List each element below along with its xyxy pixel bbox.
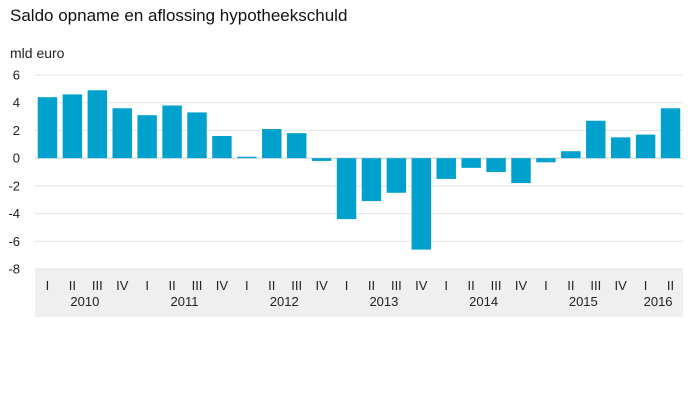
x-tick-label-quarter: I: [544, 278, 548, 293]
bar: [610, 137, 631, 159]
x-tick-label-quarter: IV: [315, 278, 328, 293]
x-tick-label-year: 2013: [369, 294, 398, 309]
bar: [112, 108, 132, 159]
x-axis-band: [35, 269, 683, 317]
x-tick-label-quarter: I: [345, 278, 349, 293]
x-tick-label-year: 2016: [644, 294, 673, 309]
x-tick-label-quarter: IV: [615, 278, 628, 293]
x-tick-label-year: 2015: [569, 294, 598, 309]
x-tick-label-quarter: IV: [116, 278, 129, 293]
bar: [187, 112, 207, 159]
x-tick-label-quarter: I: [245, 278, 249, 293]
x-tick-label-year: 2012: [270, 294, 299, 309]
x-tick-label-quarter: III: [92, 278, 103, 293]
y-tick-label: -8: [8, 262, 20, 277]
bar: [37, 97, 58, 159]
bar: [212, 135, 232, 159]
bar: [87, 90, 108, 159]
bar: [386, 158, 407, 193]
y-tick-label: -6: [8, 234, 20, 249]
y-tick-label: 4: [13, 95, 20, 110]
bar: [436, 158, 456, 179]
x-tick-label-quarter: II: [567, 278, 574, 293]
bar: [561, 151, 581, 159]
bar: [361, 158, 382, 202]
bar: [137, 115, 157, 159]
y-tick-label: 6: [13, 68, 20, 83]
bar: [62, 94, 83, 159]
bar: [660, 108, 681, 159]
bar: [262, 129, 282, 159]
bar: [237, 156, 257, 159]
x-tick-label-quarter: IV: [415, 278, 428, 293]
y-tick-label: 2: [13, 123, 20, 138]
bar: [311, 158, 332, 161]
x-tick-label-quarter: III: [291, 278, 302, 293]
chart-title: Saldo opname en aflossing hypotheekschul…: [10, 6, 348, 25]
bar: [511, 158, 531, 184]
bar: [286, 133, 307, 159]
x-tick-label-quarter: II: [368, 278, 375, 293]
x-tick-label-quarter: IV: [515, 278, 528, 293]
bar: [411, 158, 432, 250]
x-tick-label-quarter: II: [69, 278, 76, 293]
x-tick-label-quarter: III: [192, 278, 203, 293]
bar: [162, 105, 182, 159]
bar: [461, 158, 481, 168]
y-axis-unit-label: mld euro: [10, 45, 65, 61]
x-tick-label-quarter: II: [168, 278, 175, 293]
x-tick-label-quarter: III: [391, 278, 402, 293]
bar: [336, 158, 357, 220]
x-tick-label-quarter: II: [268, 278, 275, 293]
x-tick-label-quarter: I: [145, 278, 149, 293]
bar: [536, 158, 556, 163]
y-tick-label: -4: [8, 206, 20, 221]
x-tick-label-quarter: II: [468, 278, 475, 293]
x-tick-label-quarter: I: [644, 278, 648, 293]
bar: [635, 134, 656, 159]
x-tick-label-year: 2014: [469, 294, 498, 309]
x-tick-label-quarter: IV: [216, 278, 229, 293]
bar: [486, 158, 506, 172]
bar: [586, 120, 606, 159]
y-tick-label: 0: [13, 151, 20, 166]
x-tick-label-quarter: I: [444, 278, 448, 293]
x-tick-label-year: 2011: [171, 294, 199, 309]
x-tick-label-quarter: II: [667, 278, 674, 293]
y-tick-label: -2: [8, 178, 20, 193]
x-tick-label-year: 2010: [70, 294, 99, 309]
x-tick-label-quarter: III: [590, 278, 601, 293]
x-tick-label-quarter: III: [491, 278, 502, 293]
x-tick-label-quarter: I: [46, 278, 50, 293]
